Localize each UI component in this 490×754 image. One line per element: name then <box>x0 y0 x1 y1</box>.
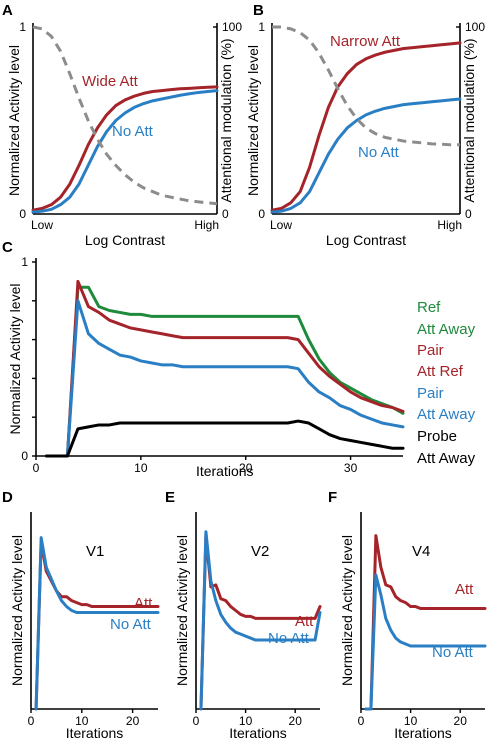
panel-a-ytick-label-1: 1 <box>19 20 26 34</box>
panel-label-e: E <box>165 489 175 506</box>
panel-a-y2tick-label-100: 100 <box>222 20 242 34</box>
panel-b-label-narrow-att: Narrow Att <box>330 33 401 50</box>
panel-d-xtick-label-0: 0 <box>28 714 35 728</box>
panel-label-a: A <box>2 2 13 19</box>
panel-c-xlabel: Iterations <box>196 463 254 479</box>
panel-b-ylabel: Normalized Activity level <box>245 45 261 196</box>
panel-b-y2tick-label-100: 100 <box>465 20 485 34</box>
panel-c-xtick-label-20: 20 <box>239 461 253 475</box>
panel-e-label-att: Att <box>295 613 314 630</box>
panel-c-line-probe-att-away <box>44 419 405 458</box>
panel-e-xlabel: Iterations <box>229 725 287 741</box>
panel-a-label-no-att: No Att <box>112 123 154 140</box>
panel-a-line-attentional-modulation <box>32 25 218 206</box>
panel-label-f: F <box>328 489 337 506</box>
panel-label-b: B <box>253 2 264 19</box>
panel-b-ytick-label-0: 0 <box>258 207 265 221</box>
panel-c-legend-probe-att-away-line1: Probe <box>417 428 457 445</box>
panel-a-y2tick-label-0: 0 <box>222 207 229 221</box>
panel-a-xtick-high: High <box>194 218 219 232</box>
panel-a-ytick-label-0: 0 <box>19 207 26 221</box>
panel-b-line-no-att <box>270 97 462 214</box>
panel-a-line-wide-att <box>31 85 219 212</box>
panel-a-xlabel: Log Contrast <box>85 232 165 248</box>
panel-f-xtick-label-20: 20 <box>454 714 468 728</box>
panel-f-xlabel: Iterations <box>394 725 452 741</box>
panel-f-line-att <box>364 534 487 711</box>
panel-c-xtick-label-0: 0 <box>33 461 40 475</box>
panel-b-xlabel: Log Contrast <box>326 232 406 248</box>
panel-a-ylabel: Normalized Activity level <box>6 45 22 196</box>
panel-a-line-no-att <box>31 89 219 214</box>
panel-c-ytick-label-1: 1 <box>21 255 28 269</box>
panel-c-legend-probe-att-away-line2: Att Away <box>417 450 476 467</box>
panel-c-line-ref-att-away <box>44 285 405 458</box>
panel-c-legend-pair-att-ref-line1: Pair <box>417 342 444 359</box>
panel-e-xtick-label-20: 20 <box>289 714 303 728</box>
panel-e-title: V2 <box>251 543 269 560</box>
panel-c-xtick-label-30: 30 <box>344 461 358 475</box>
panel-e-label-no-att: No Att <box>268 630 310 647</box>
panel-f-label-att: Att <box>455 581 474 598</box>
panel-label-d: D <box>2 489 13 506</box>
panel-f-ylabel: Normalized Activity level <box>339 535 355 686</box>
panel-label-c: C <box>2 239 13 256</box>
panel-f-label-no-att: No Att <box>432 644 474 661</box>
panel-c-xtick-label-10: 10 <box>134 461 148 475</box>
panel-d-label-att: Att <box>134 595 153 612</box>
panel-c-legend-ref-att-away-line2: Att Away <box>417 321 476 338</box>
panel-d-xlabel: Iterations <box>66 725 124 741</box>
panel-c-legend-pair-att-ref-line2: Att Ref <box>417 363 464 380</box>
panel-d-ylabel: Normalized Activity level <box>9 535 25 686</box>
panel-d-xtick-label-20: 20 <box>126 714 140 728</box>
panel-f-xtick-label-0: 0 <box>358 714 365 728</box>
panel-f-title: V4 <box>412 543 430 560</box>
panel-b-xtick-low: Low <box>270 218 292 232</box>
panel-f-line-no-att <box>364 573 487 711</box>
panel-d-label-no-att: No Att <box>110 616 152 633</box>
panel-e-xtick-label-10: 10 <box>239 714 253 728</box>
panel-b-line-attentional-modulation <box>272 25 460 147</box>
panel-a-y2label: Attentional modulation (%) <box>218 38 234 202</box>
panel-c-legend-pair-att-away-line1: Pair <box>417 385 444 402</box>
panel-f-xtick-label-10: 10 <box>404 714 418 728</box>
panel-b-xtick-high: High <box>437 218 462 232</box>
panel-a-xtick-low: Low <box>31 218 53 232</box>
panel-b-ytick-label-1: 1 <box>258 20 265 34</box>
panel-b-y2tick-label-0: 0 <box>465 207 472 221</box>
panel-e-line-no-att <box>199 530 322 711</box>
panel-b-label-no-att: No Att <box>358 144 400 161</box>
panel-c-ylabel: Normalized Activity level <box>7 284 23 435</box>
panel-c-line-pair-att-away <box>44 299 405 458</box>
panel-e-ylabel: Normalized Activity level <box>174 535 190 686</box>
panel-d-line-no-att <box>34 536 160 711</box>
panel-a-label-wide-att: Wide Att <box>82 73 139 90</box>
panel-b-line-narrow-att <box>270 41 462 212</box>
panel-c-line-pair-att-ref <box>44 279 405 458</box>
panel-c-ytick-label-0: 0 <box>21 449 28 463</box>
panel-b-y2label: Attentional modulation (%) <box>461 38 477 202</box>
panel-c-legend-pair-att-away-line2: Att Away <box>417 406 476 423</box>
panel-e-line-att <box>199 534 322 711</box>
panel-d-xtick-label-10: 10 <box>75 714 89 728</box>
panel-c-legend-ref-att-away-line1: Ref <box>417 299 441 316</box>
panel-e-xtick-label-0: 0 <box>193 714 200 728</box>
panel-d-title: V1 <box>86 543 104 560</box>
